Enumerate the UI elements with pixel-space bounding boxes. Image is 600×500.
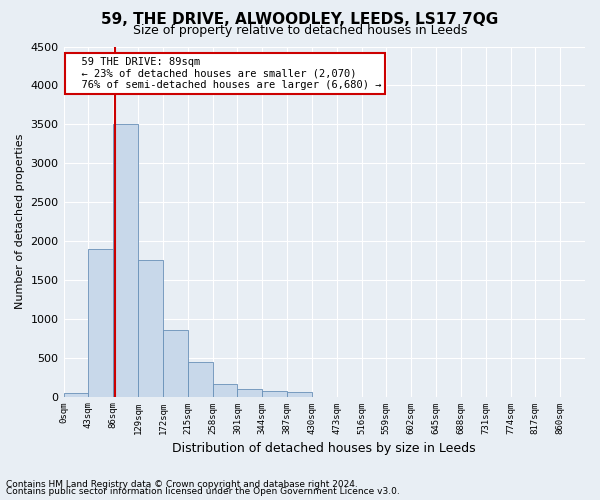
- Bar: [188, 362, 212, 396]
- Y-axis label: Number of detached properties: Number of detached properties: [15, 134, 25, 309]
- Text: Size of property relative to detached houses in Leeds: Size of property relative to detached ho…: [133, 24, 467, 37]
- Text: Contains public sector information licensed under the Open Government Licence v3: Contains public sector information licen…: [6, 488, 400, 496]
- Bar: [64, 392, 88, 396]
- Bar: [262, 390, 287, 396]
- Bar: [138, 260, 163, 396]
- Text: 59 THE DRIVE: 89sqm
  ← 23% of detached houses are smaller (2,070)
  76% of semi: 59 THE DRIVE: 89sqm ← 23% of detached ho…: [69, 57, 381, 90]
- Bar: [238, 389, 262, 396]
- Bar: [287, 392, 312, 396]
- Text: 59, THE DRIVE, ALWOODLEY, LEEDS, LS17 7QG: 59, THE DRIVE, ALWOODLEY, LEEDS, LS17 7Q…: [101, 12, 499, 28]
- Bar: [163, 330, 188, 396]
- Bar: [113, 124, 138, 396]
- Text: Contains HM Land Registry data © Crown copyright and database right 2024.: Contains HM Land Registry data © Crown c…: [6, 480, 358, 489]
- Bar: [212, 384, 238, 396]
- Bar: [88, 249, 113, 396]
- X-axis label: Distribution of detached houses by size in Leeds: Distribution of detached houses by size …: [172, 442, 476, 455]
